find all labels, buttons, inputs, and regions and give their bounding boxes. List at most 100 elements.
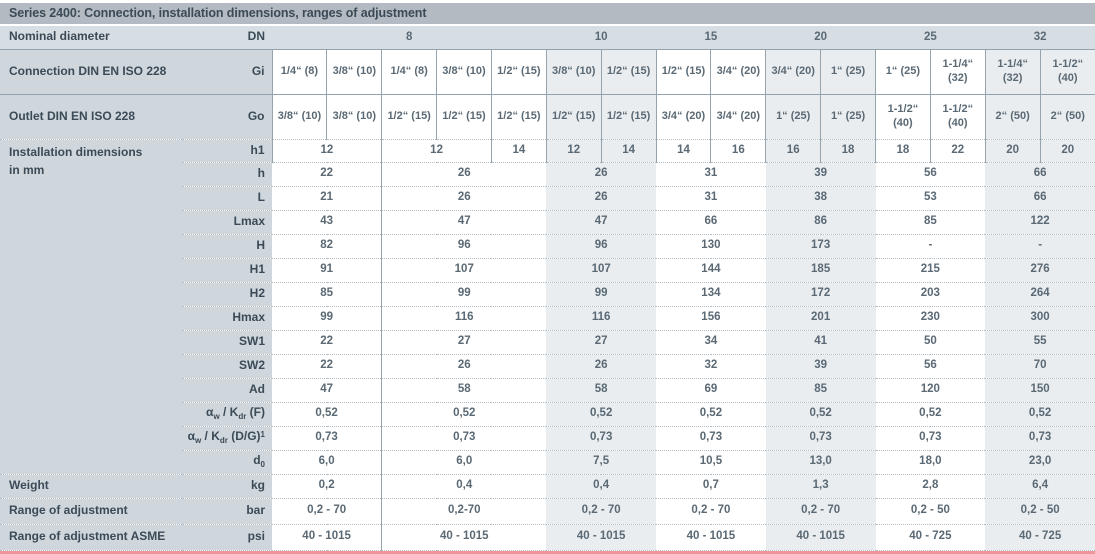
dimension-row: H2 85 99 99 134 172 203 264 <box>0 282 1095 307</box>
unit-label: psi <box>182 524 272 551</box>
dimension-value-cell: 107 <box>546 258 657 283</box>
dimension-value-cell: 16 <box>765 139 821 163</box>
range-value-cell: 0,2 - 70 <box>272 498 382 525</box>
unit-label-part: (D/G) <box>227 429 261 444</box>
dimension-value-cell: 12 <box>271 139 382 163</box>
dimension-value-cell: 39 <box>765 162 876 187</box>
dn-value-cell: 15 <box>656 26 766 50</box>
dimension-value-cell: 0,52 <box>765 402 876 427</box>
thread-size-cell: 1/2“ (15) <box>655 49 711 95</box>
dimension-row: H 82 96 96 130 173- - <box>0 234 1095 259</box>
dimension-value-cell: 96 <box>381 234 547 259</box>
range-value-cell: 0,4 <box>381 474 547 499</box>
dimension-value-cell: 82 <box>272 234 382 259</box>
dimension-value-cell: 56 <box>875 354 986 379</box>
dimension-value-cell: 230 <box>875 306 986 331</box>
dn-value-cell: 10 <box>546 26 657 50</box>
range-value-cell: 0,7 <box>656 474 766 499</box>
dimension-value-cell: 116 <box>381 306 547 331</box>
unit-label: αw / Kdr (D/G)1 <box>182 426 272 451</box>
dimension-value-cell: 69 <box>656 378 766 403</box>
thread-size-cell: 3/4“ (20) <box>710 49 766 95</box>
dimension-value-cell: 31 <box>656 162 766 187</box>
range-value-cell: 40 - 725 <box>985 524 1095 551</box>
dimension-value-cell: 66 <box>985 162 1095 187</box>
dimension-value-cell: 0,52 <box>985 402 1095 427</box>
dimension-value-cell: 16 <box>710 139 766 163</box>
table-title: Series 2400: Connection, installation di… <box>0 3 1095 24</box>
thread-size-cell: 1/2“ (15) <box>545 94 602 140</box>
dimension-value-cell: 0,73 <box>381 426 547 451</box>
row-label: Installation dimensions in mm <box>0 139 182 475</box>
unit-label: d0 <box>182 450 272 475</box>
dimension-value-cell: 50 <box>875 330 986 355</box>
unit-label: Ad <box>182 378 272 403</box>
range-value-cell: 0,2 - 70 <box>656 498 766 525</box>
dimension-value-cell: 22 <box>929 139 986 163</box>
dn-value-cell: 8 <box>272 26 547 50</box>
dimension-value-cell: 31 <box>656 186 766 211</box>
row-label: Weight <box>0 474 182 499</box>
dimension-value-cell: 26 <box>381 186 547 211</box>
dimension-value-cell: 58 <box>546 378 657 403</box>
range-value-cell: 0,2 <box>272 474 382 499</box>
thread-size-cell: 1“ (25) <box>765 94 821 140</box>
unit-label-part: / K <box>201 429 220 444</box>
row-label: Outlet DIN EN ISO 228 <box>0 94 182 140</box>
unit-label-part: 1 <box>260 430 265 440</box>
dimension-value-cell: 203 <box>875 282 986 307</box>
dimension-value-cell: 38 <box>765 186 876 211</box>
thread-size-cell: 1/4“ (8) <box>381 49 437 95</box>
unit-label: L <box>182 186 272 211</box>
dimension-row: d0 6,0 6,0 7,5 10,5 13,0 18,0 23,0 <box>0 450 1095 475</box>
dimension-value-cell: 134 <box>656 282 766 307</box>
dimension-value-cell: 264 <box>985 282 1095 307</box>
dimension-value-cell: 91 <box>272 258 382 283</box>
dimension-row: SW2 22 26 26 32 39 56 70 <box>0 354 1095 379</box>
range-value-cell: 0,2 - 70 <box>546 498 657 525</box>
thread-size-cell: 1/2“ (15) <box>436 94 492 140</box>
dimension-row: Lmax 43 47 47 66 86 85 122 <box>0 210 1095 235</box>
unit-label: Lmax <box>182 210 272 235</box>
dimension-value-cell: 122 <box>985 210 1095 235</box>
dimension-value-cell: 185 <box>765 258 876 283</box>
dimension-value-cell: 26 <box>381 354 547 379</box>
range-value-cell: 40 - 725 <box>875 524 986 551</box>
unit-label: bar <box>182 498 272 525</box>
connection-row: Connection DIN EN ISO 228 Gi 1/4“ (8) 3/8“ … <box>0 49 1095 95</box>
dimension-value-cell: 130 <box>656 234 766 259</box>
dim-label-line2: in mm <box>9 162 45 177</box>
dimension-value-cell: 14 <box>490 139 547 163</box>
dimension-value-cell: 34 <box>656 330 766 355</box>
dimension-value-cell: 201 <box>765 306 876 331</box>
range-value-cell: 0,2-70 <box>381 498 547 525</box>
range-value-cell: 1,3 <box>765 474 876 499</box>
dimension-value-cell: 0,73 <box>765 426 876 451</box>
dimension-value-cell: 12 <box>545 139 602 163</box>
thread-size-cell: 3/4“ (20) <box>710 94 766 140</box>
range-value-cell: 0,2 - 70 <box>765 498 876 525</box>
unit-label: H2 <box>182 282 272 307</box>
dimension-value-cell: 41 <box>765 330 876 355</box>
dimension-value-cell: 27 <box>381 330 547 355</box>
dimension-value-cell: 86 <box>765 210 876 235</box>
unit-label-part: dr <box>219 436 228 446</box>
unit-label: Hmax <box>182 306 272 331</box>
dimension-value-cell: 55 <box>985 330 1095 355</box>
range-value-cell: 40 - 1015 <box>656 524 766 551</box>
dn-value-cell: 20 <box>765 26 876 50</box>
dimension-value-cell: 172 <box>765 282 876 307</box>
row-label: Nominal diameter <box>0 26 182 50</box>
outlet-row: Outlet DIN EN ISO 228 Go 3/8“ (10) 3/8“ (10… <box>0 94 1095 140</box>
row-label: Range of adjustment ASME <box>0 524 182 551</box>
range-value-cell: 0,2 - 50 <box>875 498 986 525</box>
dimension-value-cell: 0,52 <box>546 402 657 427</box>
thread-size-cell: 1-1/2“ (40) <box>875 94 931 140</box>
dimension-row: L 21 26 26 31 38 53 66 <box>0 186 1095 211</box>
range-value-cell: 6,4 <box>985 474 1095 499</box>
dimension-row: αw / Kdr (F) 0,52 0,52 0,52 0,52 0,52 0,52 0,52 <box>0 402 1095 427</box>
thread-size-cell: 3/8“ (10) <box>326 49 382 95</box>
dimension-value-cell: - <box>875 234 986 259</box>
unit-label: SW1 <box>182 330 272 355</box>
dimension-value-cell: 120 <box>875 378 986 403</box>
